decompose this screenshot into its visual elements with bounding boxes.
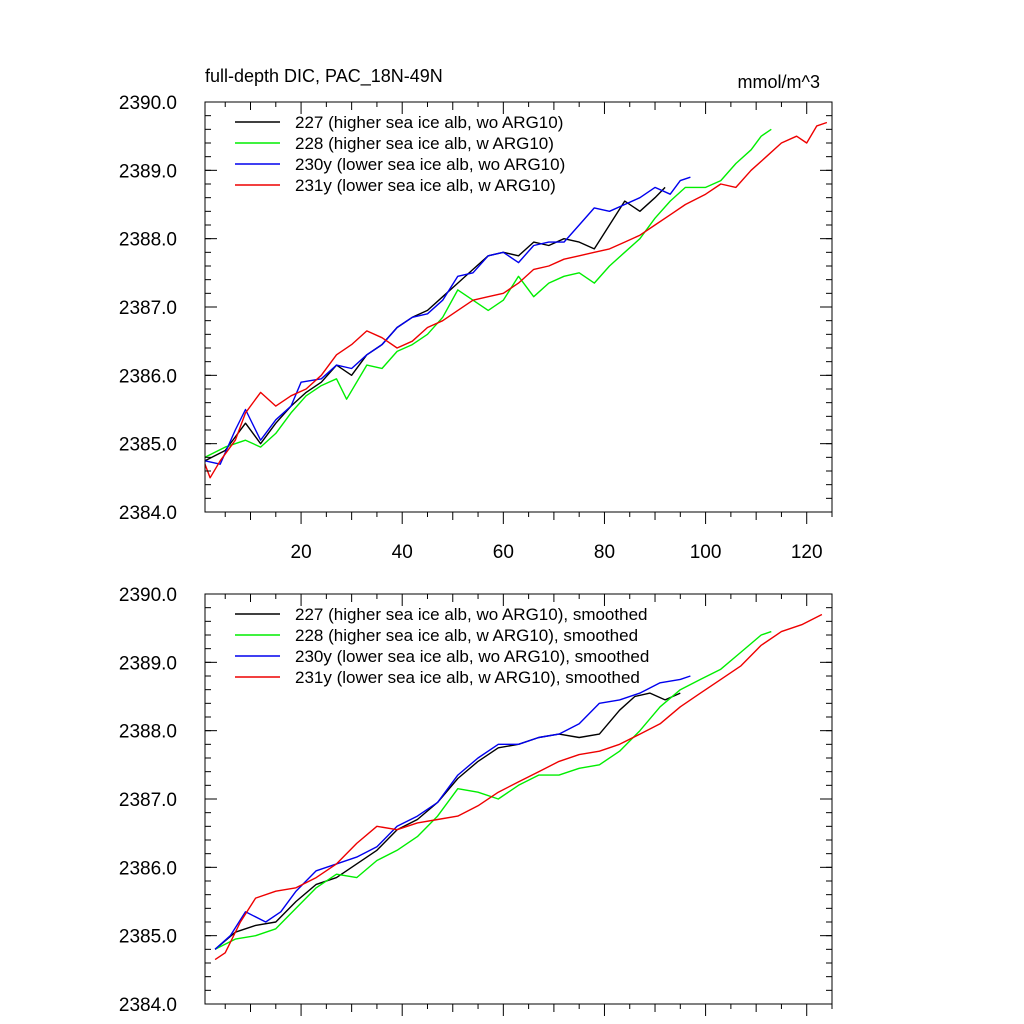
y-tick-label: 2385.0 bbox=[119, 435, 177, 456]
x-tick-label: 100 bbox=[690, 542, 722, 563]
bottom-plot-lines bbox=[214, 613, 823, 961]
chart-title: full-depth DIC, PAC_18N-49N bbox=[205, 66, 443, 87]
y-tick-label: 2386.0 bbox=[119, 858, 177, 879]
series-line-2 bbox=[204, 176, 691, 465]
y-tick-label: 2384.0 bbox=[119, 503, 177, 524]
y-tick-label: 2387.0 bbox=[119, 298, 177, 319]
bottom-legend: 227 (higher sea ice alb, wo ARG10), smoo… bbox=[235, 605, 649, 687]
legend-label: 227 (higher sea ice alb, wo ARG10), smoo… bbox=[295, 605, 647, 624]
y-tick-label: 2388.0 bbox=[119, 230, 177, 251]
bottom-chart-panel: 2384.0 2385.0 2386.0 2387.0 2388.0 2389.0 2390… bbox=[119, 585, 833, 1016]
series-line-2 bbox=[214, 675, 691, 950]
legend-label: 230y (lower sea ice alb, wo ARG10) bbox=[295, 155, 565, 174]
y-tick-label: 2388.0 bbox=[119, 722, 177, 743]
series-line-0 bbox=[214, 692, 681, 950]
y-tick-label: 2385.0 bbox=[119, 927, 177, 948]
top-plot-lines bbox=[204, 121, 828, 479]
y-tick-label: 2387.0 bbox=[119, 790, 177, 811]
legend-label: 231y (lower sea ice alb, w ARG10), smoot… bbox=[295, 668, 640, 687]
units-label: mmol/m^3 bbox=[738, 72, 820, 92]
top-legend: 227 (higher sea ice alb, wo ARG10) 228 (h… bbox=[235, 113, 565, 195]
x-tick-label: 20 bbox=[291, 542, 312, 563]
top-chart-panel: full-depth DIC, PAC_18N-49N mmol/m^3 238… bbox=[119, 66, 833, 563]
legend-label: 228 (higher sea ice alb, w ARG10), smoot… bbox=[295, 626, 638, 645]
y-tick-label: 2389.0 bbox=[119, 161, 177, 182]
series-line-1 bbox=[204, 128, 772, 458]
x-tick-label: 120 bbox=[791, 542, 823, 563]
y-tick-label: 2390.0 bbox=[119, 585, 177, 606]
legend-label: 227 (higher sea ice alb, wo ARG10) bbox=[295, 113, 563, 132]
y-tick-label: 2386.0 bbox=[119, 366, 177, 387]
legend-label: 230y (lower sea ice alb, wo ARG10), smoo… bbox=[295, 647, 649, 666]
x-tick-label: 40 bbox=[392, 542, 413, 563]
y-tick-label: 2384.0 bbox=[119, 995, 177, 1016]
bottom-axis-ticks: 2384.0 2385.0 2386.0 2387.0 2388.0 2389.0 2390… bbox=[119, 585, 833, 1016]
legend-label: 228 (higher sea ice alb, w ARG10) bbox=[295, 134, 554, 153]
top-axis-ticks: 2384.0 2385.0 2386.0 2387.0 2388.0 2389.0 2390… bbox=[119, 93, 833, 563]
series-line-3 bbox=[214, 613, 823, 961]
x-tick-label: 80 bbox=[594, 542, 615, 563]
x-tick-label: 60 bbox=[493, 542, 514, 563]
y-tick-label: 2389.0 bbox=[119, 653, 177, 674]
series-line-3 bbox=[204, 121, 828, 479]
legend-label: 231y (lower sea ice alb, w ARG10) bbox=[295, 176, 556, 195]
series-line-1 bbox=[214, 630, 772, 950]
y-tick-label: 2390.0 bbox=[119, 93, 177, 114]
